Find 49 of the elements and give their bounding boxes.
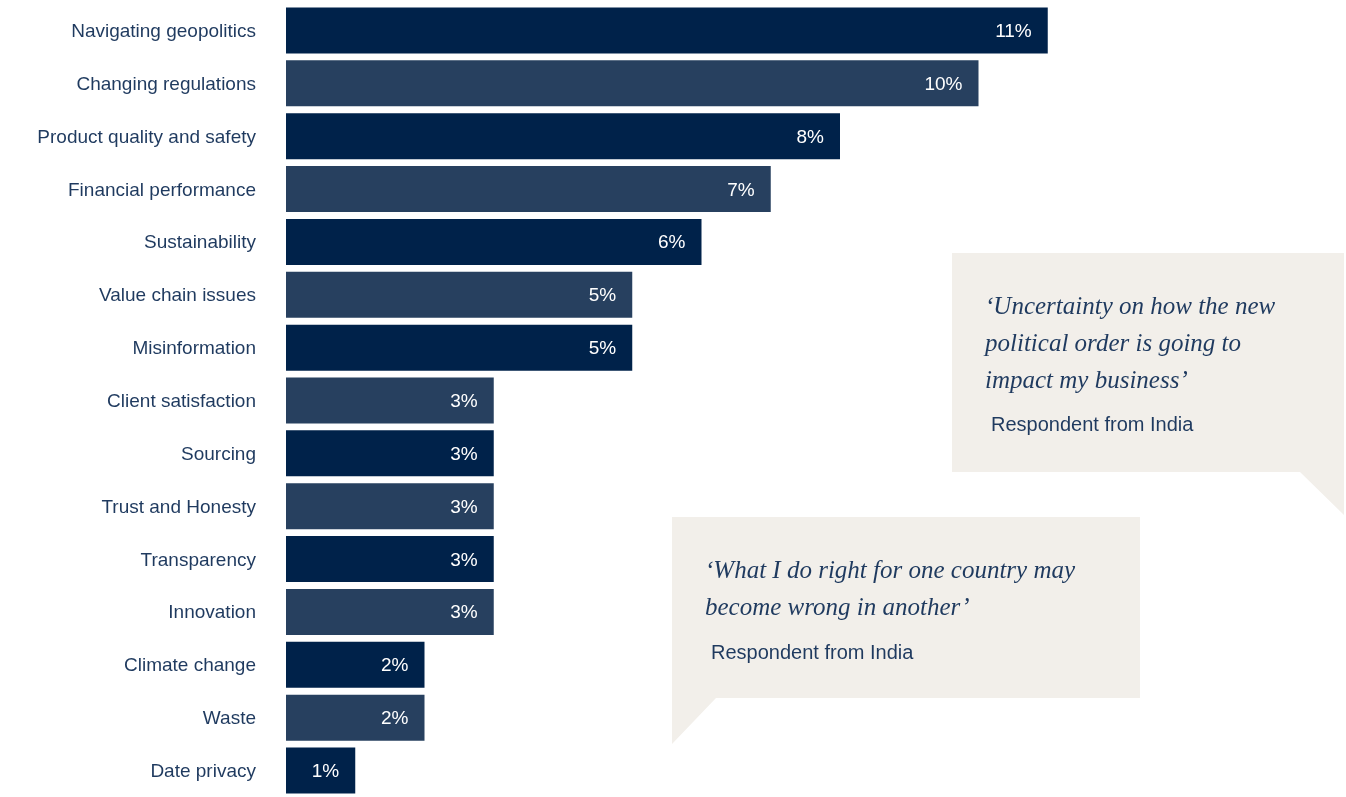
bar <box>286 641 425 688</box>
data-label: 2% <box>381 707 409 729</box>
bar <box>286 7 1048 54</box>
y-tick-label: Waste <box>202 707 256 729</box>
y-tick-label: Navigating geopolitics <box>71 19 256 41</box>
bar <box>286 60 979 107</box>
y-tick-label: Value chain issues <box>98 284 256 306</box>
bar <box>286 218 702 265</box>
data-label: 3% <box>450 601 478 623</box>
bar <box>286 536 494 583</box>
y-tick-label: Financial performance <box>68 178 256 200</box>
y-tick-label: Date privacy <box>150 760 257 782</box>
y-tick-label: Transparency <box>140 548 257 570</box>
data-label: 1% <box>311 760 340 782</box>
data-label: 3% <box>450 442 478 464</box>
data-label: 7% <box>727 178 755 200</box>
bar <box>286 377 494 424</box>
bar <box>286 430 494 477</box>
data-label: 5% <box>588 284 617 306</box>
y-tick-label: Climate change <box>123 654 256 676</box>
annotation: Respondent from India <box>711 641 914 664</box>
y-tick-label: Client satisfaction <box>107 390 256 411</box>
bar <box>286 271 633 318</box>
annotation: ‘Uncertainty on how the new political order is going to impact my business’ <box>985 291 1277 395</box>
bar <box>286 113 840 160</box>
bar <box>286 324 633 371</box>
data-label: 2% <box>381 654 409 676</box>
data-label: 6% <box>658 231 686 253</box>
data-label: 10% <box>924 72 963 94</box>
y-tick-label: Changing regulations <box>76 72 256 94</box>
y-tick-label: Product quality and safety <box>37 125 257 147</box>
annotation: Respondent from India <box>991 413 1194 436</box>
bar <box>286 588 494 635</box>
bar <box>286 166 771 213</box>
data-label: 3% <box>450 390 478 411</box>
bar <box>286 483 494 530</box>
annotation: ‘What I do right for one country may become wrong in another’ <box>705 555 1077 622</box>
y-tick-label: Sustainability <box>144 231 257 253</box>
y-tick-label: Sourcing <box>181 442 256 464</box>
y-tick-label: Trust and Honesty <box>101 495 257 517</box>
bar <box>286 747 356 794</box>
bar <box>286 694 425 741</box>
y-tick-label: Misinformation <box>132 337 256 359</box>
data-label: 8% <box>796 125 825 147</box>
data-label: 3% <box>450 548 478 570</box>
data-label: 5% <box>588 337 617 359</box>
y-tick-label: Innovation <box>168 601 256 623</box>
data-label: 11% <box>995 19 1032 41</box>
data-label: 3% <box>450 495 478 517</box>
